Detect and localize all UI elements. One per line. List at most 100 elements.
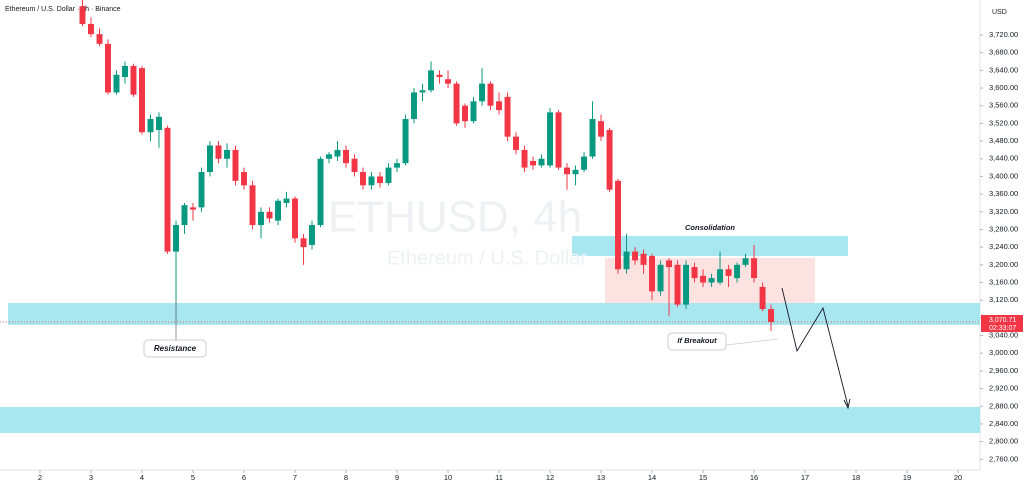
watermark-symbol: ETHUSD, 4h (328, 193, 582, 242)
candle-body (368, 176, 375, 186)
x-tick-label: 18 (852, 473, 860, 482)
candle-body (725, 269, 732, 276)
candle-body (564, 167, 570, 175)
candle-body (683, 264, 690, 305)
y-tick-label: 3,640.00 (989, 65, 1018, 74)
last-price-tag (981, 314, 1023, 332)
candle-body (623, 251, 630, 270)
x-tick-label: 19 (903, 473, 911, 482)
candle-body (547, 112, 554, 166)
y-tick-label: 3,680.00 (989, 48, 1018, 57)
candle-body (283, 198, 290, 203)
candle-body (734, 264, 741, 279)
candle-body (232, 149, 239, 181)
breakout-label: If Breakout (677, 336, 717, 345)
target-zone (0, 407, 980, 433)
x-tick-label: 11 (495, 473, 503, 482)
candle-body (385, 167, 392, 184)
x-tick-label: 12 (546, 473, 554, 482)
candle-body (470, 101, 477, 122)
candle-body (768, 309, 775, 322)
x-tick-label: 2 (38, 473, 42, 482)
candle-body (249, 185, 256, 226)
resistance-callout (143, 339, 207, 358)
watermark-name: Ethereum / U.S. Dollar (387, 247, 587, 269)
resistance-label: Resistance (154, 344, 197, 353)
x-tick-label: 5 (191, 473, 195, 482)
candle-body (266, 211, 273, 219)
candle-body (759, 286, 766, 310)
y-tick-label: 3,120.00 (989, 295, 1018, 304)
candle-body (581, 156, 588, 170)
candle-body (700, 275, 707, 283)
candle-body (691, 267, 698, 279)
y-tick-label: 3,520.00 (989, 118, 1018, 127)
resistance-zone (8, 303, 980, 325)
candle-body (487, 83, 494, 106)
candle-body (657, 264, 664, 292)
candle-body (453, 83, 460, 124)
candle-body (521, 149, 528, 168)
chart-title: Ethereum / U.S. Dollar · 4h · Binance (5, 6, 121, 13)
last-price-label: 3,070.71 (989, 317, 1016, 324)
candle-body (394, 163, 401, 168)
candle-body (258, 211, 264, 226)
candle-body (598, 121, 605, 137)
candle-body (428, 70, 435, 91)
candle-body (326, 154, 333, 159)
x-tick-label: 10 (444, 473, 452, 482)
breakout-callout (667, 332, 727, 351)
candle-body (496, 101, 503, 111)
candle-body (198, 172, 205, 208)
x-tick-label: 16 (750, 473, 758, 482)
candle-body (479, 83, 486, 102)
candle-body (513, 136, 519, 150)
candle-body (300, 238, 307, 248)
x-tick-label: 15 (699, 473, 707, 482)
projection-arrowhead (843, 398, 851, 410)
candle-body (207, 145, 213, 173)
candle-body (88, 23, 94, 35)
candle-body (343, 149, 349, 164)
x-tick-label: 9 (395, 473, 399, 482)
candle-body (309, 225, 315, 245)
y-tick-label: 3,720.00 (989, 30, 1018, 39)
candle-body (351, 158, 358, 173)
candle-body (615, 180, 622, 270)
countdown-label: 02:33:07 (989, 325, 1016, 332)
candle-body (402, 118, 409, 164)
x-tick-label: 4 (140, 473, 144, 482)
x-tick-label: 7 (293, 473, 297, 482)
y-tick-label: 3,240.00 (989, 242, 1018, 251)
y-tick-label: 3,000.00 (989, 348, 1018, 357)
candle-body (717, 269, 724, 283)
x-tick-label: 17 (801, 473, 809, 482)
y-tick-label: 3,480.00 (989, 136, 1018, 145)
candle-body (572, 169, 579, 175)
candle-body (190, 207, 196, 210)
candle-body (113, 74, 120, 93)
candle-body (292, 198, 298, 239)
y-tick-label: 2,800.00 (989, 437, 1018, 446)
x-tick-label: 14 (648, 473, 656, 482)
candle-body (674, 264, 681, 305)
candle-body (215, 145, 222, 159)
candle-body (606, 130, 613, 190)
candle-body (445, 79, 452, 84)
plot (79, 0, 775, 332)
x-tick-label: 20 (954, 473, 962, 482)
currency-label: USD (992, 9, 1007, 16)
y-tick-label: 3,280.00 (989, 224, 1018, 233)
candle-body (173, 225, 179, 252)
y-tick-label: 2,760.00 (989, 454, 1018, 463)
candle-body (640, 253, 647, 265)
candle-body (589, 118, 596, 157)
y-tick-label: 3,320.00 (989, 207, 1018, 216)
breakout-pointer (725, 338, 779, 346)
candle-body (504, 96, 511, 137)
candle-body (411, 92, 417, 119)
candle-body (96, 34, 103, 44)
y-tick-label: 2,920.00 (989, 384, 1018, 393)
